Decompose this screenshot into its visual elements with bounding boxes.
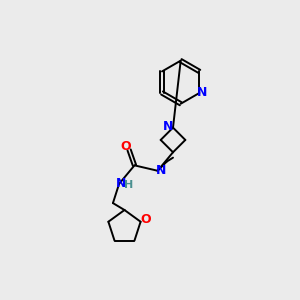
Text: O: O [121,140,131,153]
Text: O: O [141,213,151,226]
Text: N: N [155,164,166,177]
Text: H: H [124,180,133,190]
Text: N: N [197,86,208,100]
Text: N: N [163,120,174,133]
Text: N: N [116,177,126,190]
